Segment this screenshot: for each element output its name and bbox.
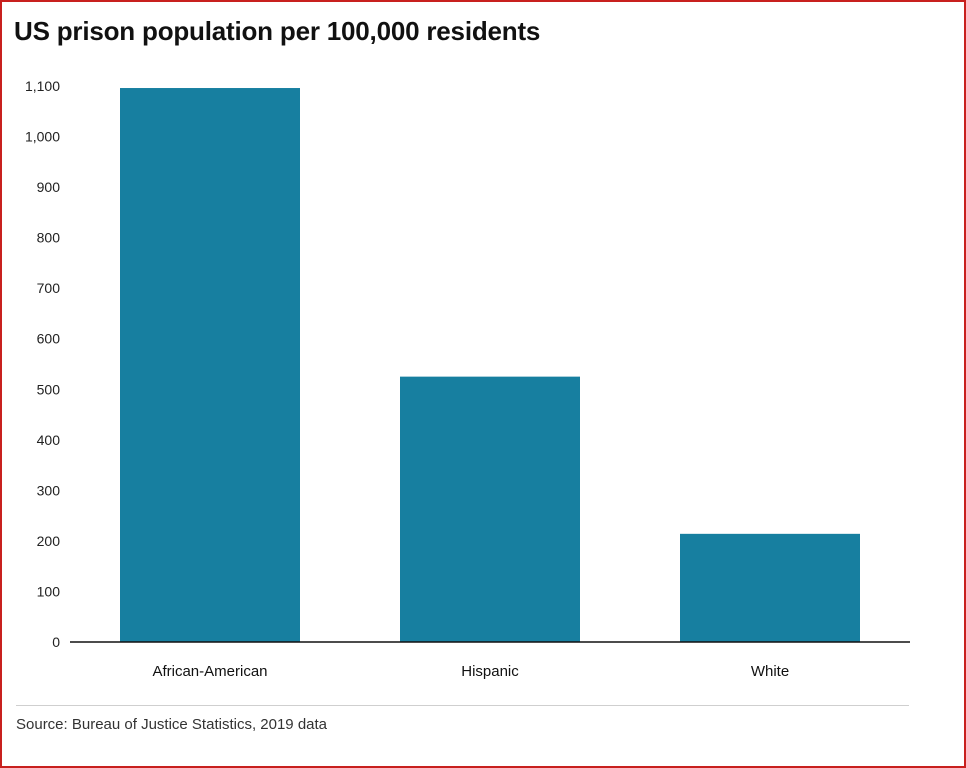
bar-white bbox=[680, 533, 860, 642]
bar-african-american bbox=[120, 88, 300, 642]
y-tick-label: 100 bbox=[37, 583, 61, 599]
y-tick-label: 400 bbox=[37, 432, 61, 448]
bar-chart: 0 100 200 300 400 500 600 700 800 900 1,000 1,100 A… bbox=[25, 78, 910, 680]
y-tick-label: 200 bbox=[37, 533, 61, 549]
bar-hispanic bbox=[400, 376, 580, 642]
source-divider bbox=[16, 705, 909, 706]
y-tick-label: 1,100 bbox=[25, 78, 60, 94]
y-tick-label: 1,000 bbox=[25, 129, 60, 145]
x-axis: African-American Hispanic White bbox=[152, 663, 789, 680]
x-tick-label: Hispanic bbox=[461, 663, 519, 680]
chart-title: US prison population per 100,000 residen… bbox=[14, 16, 541, 46]
y-tick-label: 500 bbox=[37, 381, 61, 397]
y-tick-label: 300 bbox=[37, 482, 61, 498]
x-tick-label: White bbox=[751, 663, 789, 680]
x-tick-label: African-American bbox=[152, 663, 267, 680]
y-tick-label: 0 bbox=[52, 634, 60, 650]
y-tick-label: 700 bbox=[37, 280, 61, 296]
y-tick-label: 600 bbox=[37, 331, 61, 347]
source-note: Source: Bureau of Justice Statistics, 20… bbox=[16, 716, 328, 733]
y-axis: 0 100 200 300 400 500 600 700 800 900 1,000 1,100 bbox=[25, 78, 60, 650]
bars bbox=[120, 88, 860, 642]
y-tick-label: 900 bbox=[37, 179, 61, 195]
y-tick-label: 800 bbox=[37, 230, 61, 246]
